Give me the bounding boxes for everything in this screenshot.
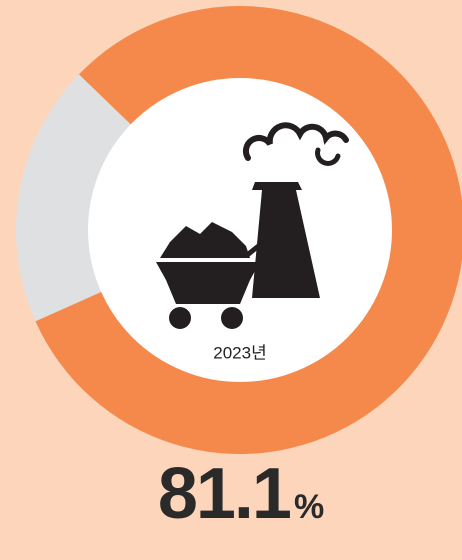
donut — [15, 6, 462, 454]
donut-hole — [88, 78, 392, 382]
value-label: 81.1% — [158, 454, 324, 534]
value-label-part: % — [294, 488, 324, 526]
coal-plant-icon — [156, 122, 349, 329]
donut-segment — [15, 74, 133, 322]
center-label: 2023년 — [213, 343, 266, 362]
donut-segment — [35, 6, 462, 454]
value-label-part: 81.1 — [158, 454, 291, 534]
